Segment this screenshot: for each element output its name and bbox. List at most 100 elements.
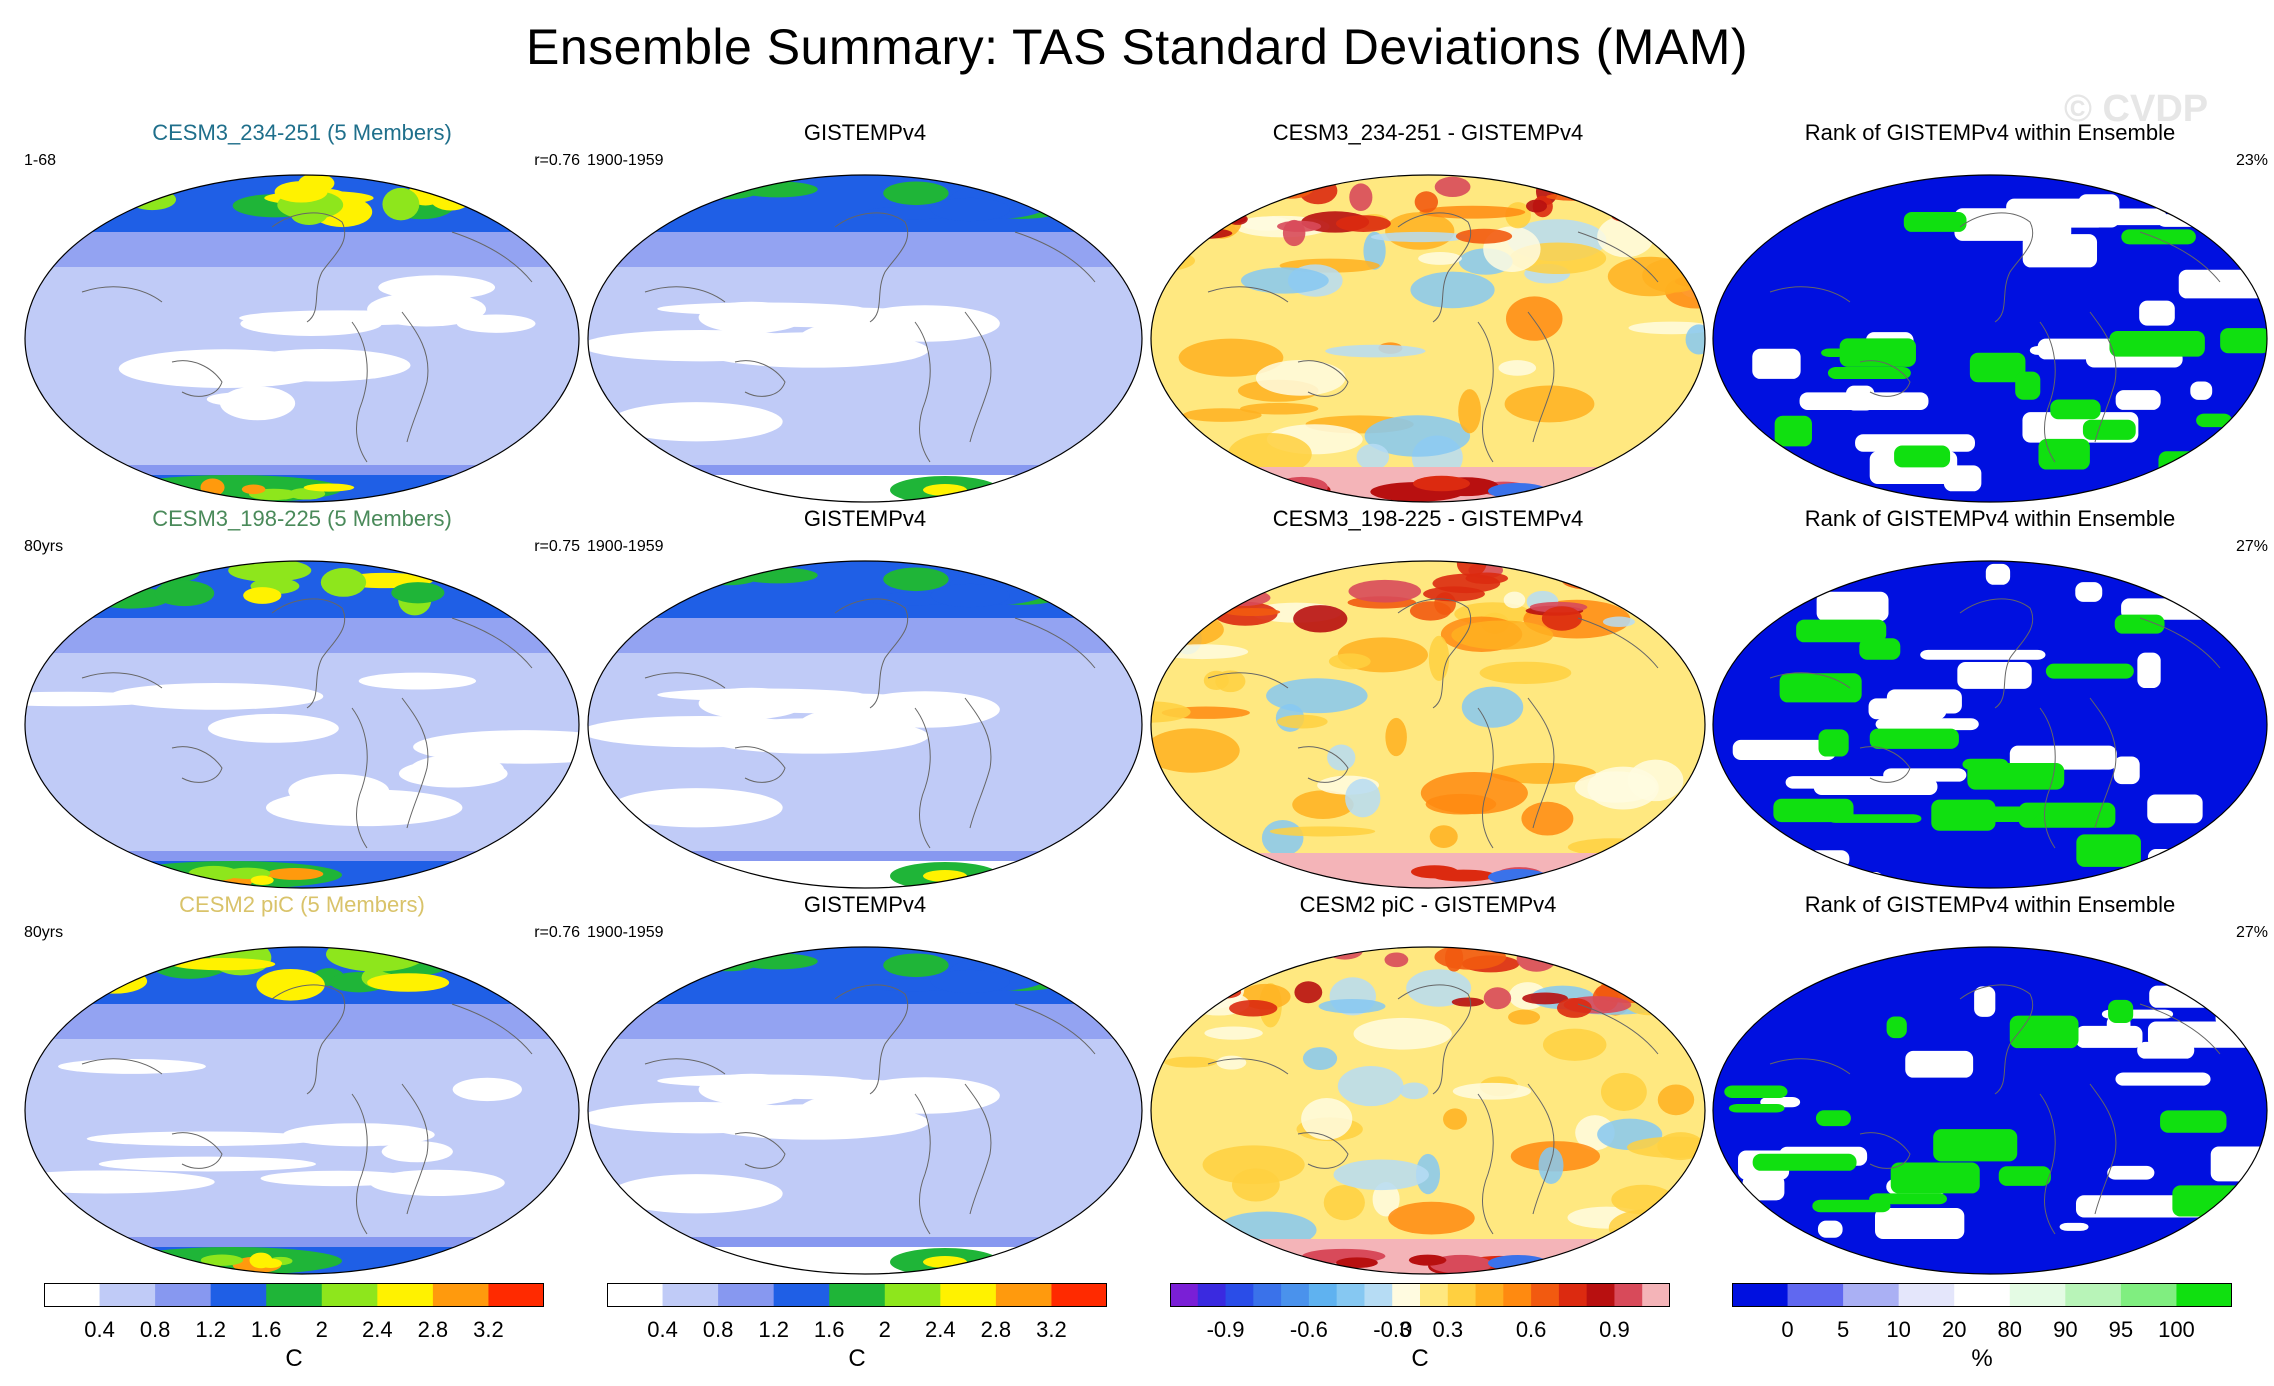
panel-title: Rank of GISTEMPv4 within Ensemble (1804, 506, 2176, 531)
colorbar-swatch (1586, 1283, 1615, 1307)
colorbar-tick-label: 1.2 (195, 1317, 226, 1342)
colorbar-swatch (488, 1283, 544, 1307)
map-diff-row3 (1150, 946, 1706, 1275)
panel-title: Rank of GISTEMPv4 within Ensemble (1804, 120, 2176, 145)
colorbar-swatch (99, 1283, 156, 1307)
colorbar-swatch (1531, 1283, 1560, 1307)
panel-left-label: 1900-1959 (587, 924, 664, 941)
panel-right-label: r=0.76 (534, 152, 580, 169)
panel-left-label: 1900-1959 (587, 152, 664, 169)
colorbar-swatch (44, 1283, 101, 1307)
colorbar-swatch (1392, 1283, 1421, 1307)
panel-rank-row1: Rank of GISTEMPv4 within Ensemble 23% (1710, 120, 2270, 505)
colorbar-swatch (1170, 1283, 1199, 1307)
colorbar-swatch (2176, 1283, 2232, 1307)
colorbar-tick-label: 2 (878, 1317, 891, 1342)
panel-title: GISTEMPv4 (803, 506, 927, 531)
colorbar-tick-label: 2 (315, 1317, 328, 1342)
panel-obs-row2: GISTEMPv4 1900-1959 (585, 506, 1145, 891)
colorbar-swatches (1732, 1283, 2232, 1307)
colorbar-tick-label: 2.8 (417, 1317, 449, 1342)
colorbar-swatches (44, 1283, 544, 1307)
panel-obs-row3: GISTEMPv4 1900-1959 (585, 892, 1145, 1277)
colorbar-tick-label: 2.4 (362, 1317, 393, 1342)
colorbar-tick-label: 0.9 (1599, 1317, 1630, 1342)
panel-title: CESM3_198-225 (5 Members) (152, 506, 452, 531)
panel-right-label: 27% (2235, 924, 2268, 941)
map-obs-row3 (587, 946, 1143, 1275)
colorbar-swatch (1503, 1283, 1532, 1307)
colorbar-tick-label: 80 (1997, 1317, 2023, 1342)
colorbar-swatch (1475, 1283, 1504, 1307)
panel-right-label: 23% (2235, 152, 2268, 169)
colorbar-swatch (829, 1283, 886, 1307)
colorbar-swatch (1281, 1283, 1310, 1307)
colorbar-swatch (1197, 1283, 1227, 1307)
colorbar-swatch (1447, 1283, 1477, 1307)
colorbar-swatch (1614, 1283, 1643, 1307)
colorbar-swatch (266, 1283, 323, 1307)
panel-diff-row3: CESM2 piC - GISTEMPv4 (1148, 892, 1708, 1277)
panel-title: GISTEMPv4 (803, 892, 927, 917)
panel-rank-row3: Rank of GISTEMPv4 within Ensemble 27% (1710, 892, 2270, 1277)
colorbar-swatch (1787, 1283, 1844, 1307)
panel-title: Rank of GISTEMPv4 within Ensemble (1804, 892, 2176, 917)
colorbar-swatch (1420, 1283, 1449, 1307)
colorbar-swatches (1170, 1283, 1670, 1307)
panel-title: CESM3_198-225 - GISTEMPv4 (1272, 506, 1584, 531)
cvdp-watermark: © CVDP (2064, 88, 2209, 130)
map-rank-row2 (1712, 560, 2268, 889)
panel-left-label: 1900-1959 (587, 538, 664, 555)
colorbar-swatch (1225, 1283, 1254, 1307)
colorbar-swatch (1308, 1283, 1338, 1307)
colorbar-tick-label: -0.9 (1206, 1317, 1245, 1342)
colorbar-swatch (773, 1283, 830, 1307)
panel-left-label: 1-68 (24, 152, 57, 169)
colorbar-swatch (1898, 1283, 1955, 1307)
colorbar-swatch (2065, 1283, 2122, 1307)
map-diff-row2 (1150, 560, 1706, 889)
colorbar-swatch (2009, 1283, 2066, 1307)
panel-title: CESM2 piC - GISTEMPv4 (1299, 892, 1557, 917)
colorbar-tick-label: 0 (1399, 1317, 1413, 1342)
colorbar-tick-label: 1.2 (758, 1317, 789, 1342)
colorbar-tick-label: -0.3 (1373, 1317, 1412, 1342)
colorbar-swatch (1336, 1283, 1365, 1307)
map-diff-row1 (1150, 174, 1706, 503)
colorbar-units: C (1411, 1345, 1429, 1372)
colorbar-swatch (155, 1283, 212, 1307)
panel-diff-row1: CESM3_234-251 - GISTEMPv4 (1148, 120, 1708, 505)
map-model-row3 (24, 946, 580, 1275)
colorbar-tick-label: 10 (1886, 1317, 1911, 1342)
colorbar-tick-label: 0.4 (647, 1317, 678, 1342)
colorbar-tick-label: 0.6 (1515, 1317, 1547, 1342)
colorbar-tick-label: 2.4 (925, 1317, 956, 1342)
panel-model-row3: CESM2 piC (5 Members) 80yrs r=0.76 (22, 892, 582, 1277)
colorbar-units: C (285, 1345, 303, 1372)
map-obs-row2 (587, 560, 1143, 889)
panel-left-label: 80yrs (24, 538, 64, 555)
map-obs-row1 (587, 174, 1143, 503)
colorbar-swatch (1642, 1283, 1670, 1307)
colorbar-swatch (432, 1283, 489, 1307)
colorbar-swatch (1732, 1283, 1789, 1307)
colorbar-tick-label: 0 (1781, 1317, 1794, 1342)
panel-rank-row2: Rank of GISTEMPv4 within Ensemble 27% (1710, 506, 2270, 891)
panel-title: CESM2 piC (5 Members) (179, 892, 425, 917)
colorbar-tick-label: 1.6 (813, 1317, 845, 1342)
panel-obs-row1: GISTEMPv4 1900-1959 (585, 120, 1145, 505)
colorbar-tick-label: 90 (2053, 1317, 2078, 1342)
colorbar-tick-label: 95 (2108, 1317, 2134, 1342)
panel-title: CESM3_234-251 (5 Members) (152, 120, 452, 145)
colorbar-swatch (1364, 1283, 1393, 1307)
panel-model-row2: CESM3_198-225 (5 Members) 80yrs r=0.75 (22, 506, 582, 891)
colorbar-swatch (1954, 1283, 2011, 1307)
colorbar-swatch (210, 1283, 267, 1307)
colorbar-tick-label: 5 (1836, 1317, 1850, 1342)
colorbar-swatch (2120, 1283, 2177, 1307)
colorbar-tick-label: 0.8 (139, 1317, 171, 1342)
panel-model-row1: CESM3_234-251 (5 Members) 1-68 r=0.76 (22, 120, 582, 505)
colorbar-tick-label: 3.2 (473, 1317, 504, 1342)
colorbar-tick-label: 1.6 (250, 1317, 282, 1342)
colorbar-tick-label: -0.6 (1289, 1317, 1328, 1342)
